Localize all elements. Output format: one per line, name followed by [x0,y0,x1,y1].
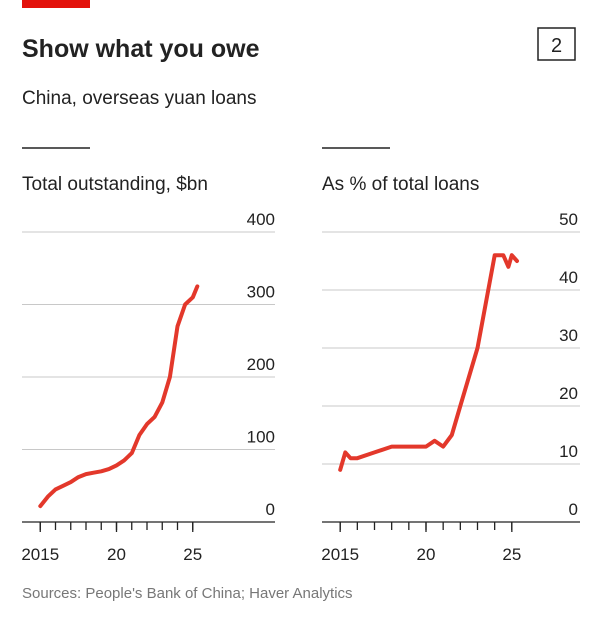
chart-title: Show what you owe [22,35,260,63]
y-tick-label: 20 [559,384,578,403]
panel-title: Total outstanding, $bn [22,174,208,195]
panel-title: As % of total loans [322,174,479,195]
x-tick-label: 2015 [21,545,59,564]
y-tick-label: 40 [559,268,578,287]
y-tick-label: 100 [247,428,275,447]
y-tick-label: 50 [559,210,578,229]
number-box [537,27,576,61]
data-line [38,284,200,509]
chart-number: 2 [551,35,562,57]
y-tick-label: 0 [266,500,275,519]
x-tick-label: 2015 [321,545,359,564]
subtitle: China, overseas yuan loans [22,88,256,109]
y-tick-label: 30 [559,326,578,345]
y-tick-label: 0 [569,500,578,519]
x-tick-label: 25 [502,545,521,564]
data-line [338,253,519,472]
y-tick-label: 400 [247,210,275,229]
y-tick-label: 300 [247,283,275,302]
y-tick-label: 200 [247,355,275,374]
x-tick-label: 20 [107,545,126,564]
x-tick-label: 25 [183,545,202,564]
source: Sources: People's Bank of China; Haver A… [22,585,353,602]
accent-bar [22,0,90,8]
x-tick-label: 20 [417,545,436,564]
y-tick-label: 10 [559,442,578,461]
